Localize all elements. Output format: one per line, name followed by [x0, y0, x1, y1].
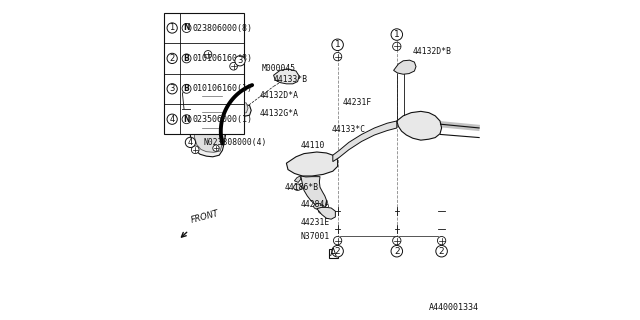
Circle shape — [167, 114, 177, 124]
Circle shape — [436, 245, 447, 257]
Text: B: B — [184, 54, 189, 63]
Circle shape — [212, 145, 219, 151]
Polygon shape — [333, 121, 397, 162]
Text: 2: 2 — [170, 54, 175, 63]
Text: N023808000(4): N023808000(4) — [204, 138, 267, 147]
Circle shape — [235, 56, 245, 66]
Ellipse shape — [319, 208, 328, 213]
Text: 3: 3 — [237, 56, 243, 65]
Circle shape — [204, 51, 212, 58]
Circle shape — [191, 146, 199, 154]
Polygon shape — [301, 176, 326, 209]
Text: A440001334: A440001334 — [428, 303, 479, 312]
Text: 44133*C: 44133*C — [332, 125, 365, 134]
Text: 1: 1 — [394, 30, 399, 39]
Text: B: B — [184, 84, 189, 93]
Circle shape — [438, 236, 446, 245]
Text: N: N — [183, 23, 190, 33]
Bar — [164, 13, 244, 134]
Circle shape — [167, 23, 177, 33]
Circle shape — [332, 39, 344, 51]
Circle shape — [391, 29, 403, 40]
Circle shape — [333, 52, 342, 61]
Polygon shape — [287, 152, 338, 176]
Polygon shape — [317, 207, 335, 219]
Text: 010106160(8): 010106160(8) — [193, 54, 253, 63]
Text: 010106160(1): 010106160(1) — [193, 84, 253, 93]
Text: 44186*B: 44186*B — [285, 183, 319, 192]
Circle shape — [182, 23, 191, 33]
Polygon shape — [191, 54, 251, 157]
Text: 44132D*B: 44132D*B — [413, 47, 452, 56]
Polygon shape — [294, 176, 301, 182]
Text: 023806000(8): 023806000(8) — [193, 23, 253, 33]
Polygon shape — [195, 58, 248, 152]
Circle shape — [186, 137, 196, 148]
Text: 023506000(1): 023506000(1) — [193, 115, 253, 124]
Text: 2: 2 — [394, 247, 399, 256]
Text: 44231F: 44231F — [342, 98, 372, 107]
Circle shape — [182, 115, 191, 124]
Text: 2: 2 — [439, 247, 444, 256]
Text: 44284A: 44284A — [301, 200, 330, 209]
Circle shape — [167, 53, 177, 63]
Text: 4: 4 — [188, 138, 193, 147]
Circle shape — [393, 42, 401, 51]
Text: FRONT: FRONT — [191, 209, 221, 225]
Circle shape — [332, 245, 344, 257]
Circle shape — [167, 84, 177, 94]
Polygon shape — [274, 69, 300, 84]
Circle shape — [182, 84, 191, 93]
Text: 1: 1 — [170, 23, 175, 33]
Circle shape — [230, 62, 237, 70]
Text: 44133*B: 44133*B — [274, 76, 308, 84]
Text: 2: 2 — [335, 247, 340, 256]
Polygon shape — [397, 111, 442, 140]
Text: N37001: N37001 — [301, 232, 330, 241]
Text: N: N — [183, 115, 190, 124]
Circle shape — [182, 54, 191, 63]
Circle shape — [391, 245, 403, 257]
Text: 4: 4 — [170, 115, 175, 124]
Text: M000045: M000045 — [262, 64, 296, 73]
Circle shape — [393, 236, 401, 245]
Text: 44132G*A: 44132G*A — [259, 109, 298, 118]
Text: 3: 3 — [170, 84, 175, 93]
Ellipse shape — [294, 184, 301, 190]
Bar — [329, 249, 338, 258]
Circle shape — [333, 236, 342, 245]
Text: 1: 1 — [335, 40, 340, 49]
Text: 44110: 44110 — [301, 141, 325, 150]
Polygon shape — [394, 60, 416, 74]
Text: A: A — [330, 248, 337, 259]
Text: 44132D*A: 44132D*A — [259, 92, 298, 100]
Ellipse shape — [314, 204, 323, 209]
Text: 44231E: 44231E — [301, 218, 330, 227]
